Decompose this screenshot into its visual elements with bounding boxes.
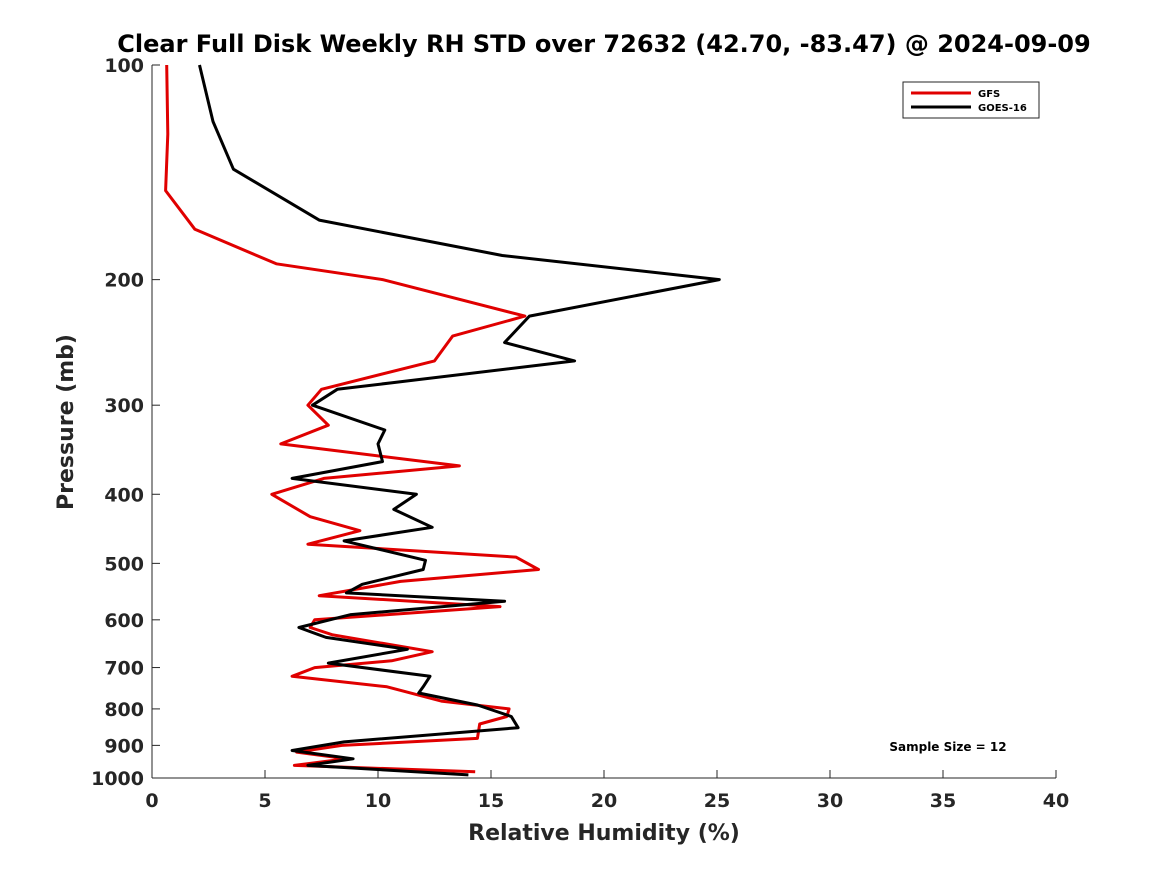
series-layer xyxy=(164,64,721,777)
y-tick-label: 600 xyxy=(104,610,144,632)
x-tick-label: 10 xyxy=(365,790,391,812)
y-tick-label: 900 xyxy=(104,735,144,757)
series-line-goes-16 xyxy=(198,64,721,777)
x-tick-label: 0 xyxy=(145,790,158,812)
y-tick-label: 300 xyxy=(104,395,144,417)
legend: GFS GOES-16 xyxy=(902,81,1040,119)
y-tick-label: 100 xyxy=(104,55,144,77)
y-tick-label: 1000 xyxy=(91,768,144,790)
y-tick-label: 500 xyxy=(104,553,144,575)
x-tick-label: 40 xyxy=(1043,790,1069,812)
x-tick-label: 30 xyxy=(817,790,843,812)
legend-label: GFS xyxy=(978,89,1000,100)
sample-size-annotation: Sample Size = 12 xyxy=(889,740,1006,754)
x-tick-label: 25 xyxy=(704,790,730,812)
series-line-gfs xyxy=(164,64,540,774)
y-axis-label: Pressure (mb) xyxy=(54,334,79,510)
y-tick-label: 200 xyxy=(104,270,144,292)
x-tick-label: 15 xyxy=(478,790,504,812)
legend-box xyxy=(902,81,1040,119)
x-axis-label: Relative Humidity (%) xyxy=(468,821,740,846)
y-tick-label: 400 xyxy=(104,484,144,506)
chart-title: Clear Full Disk Weekly RH STD over 72632… xyxy=(117,30,1090,58)
y-tick-label: 800 xyxy=(104,699,144,721)
y-tick-label: 700 xyxy=(104,658,144,680)
x-tick-label: 35 xyxy=(930,790,956,812)
y-ticks: 100 200 300 400 500 600 700 800 900 1000 xyxy=(91,55,160,790)
x-ticks: 0 5 10 15 20 25 30 35 40 xyxy=(145,770,1069,812)
x-tick-label: 5 xyxy=(258,790,271,812)
legend-label: GOES-16 xyxy=(978,103,1027,114)
x-tick-label: 20 xyxy=(591,790,617,812)
